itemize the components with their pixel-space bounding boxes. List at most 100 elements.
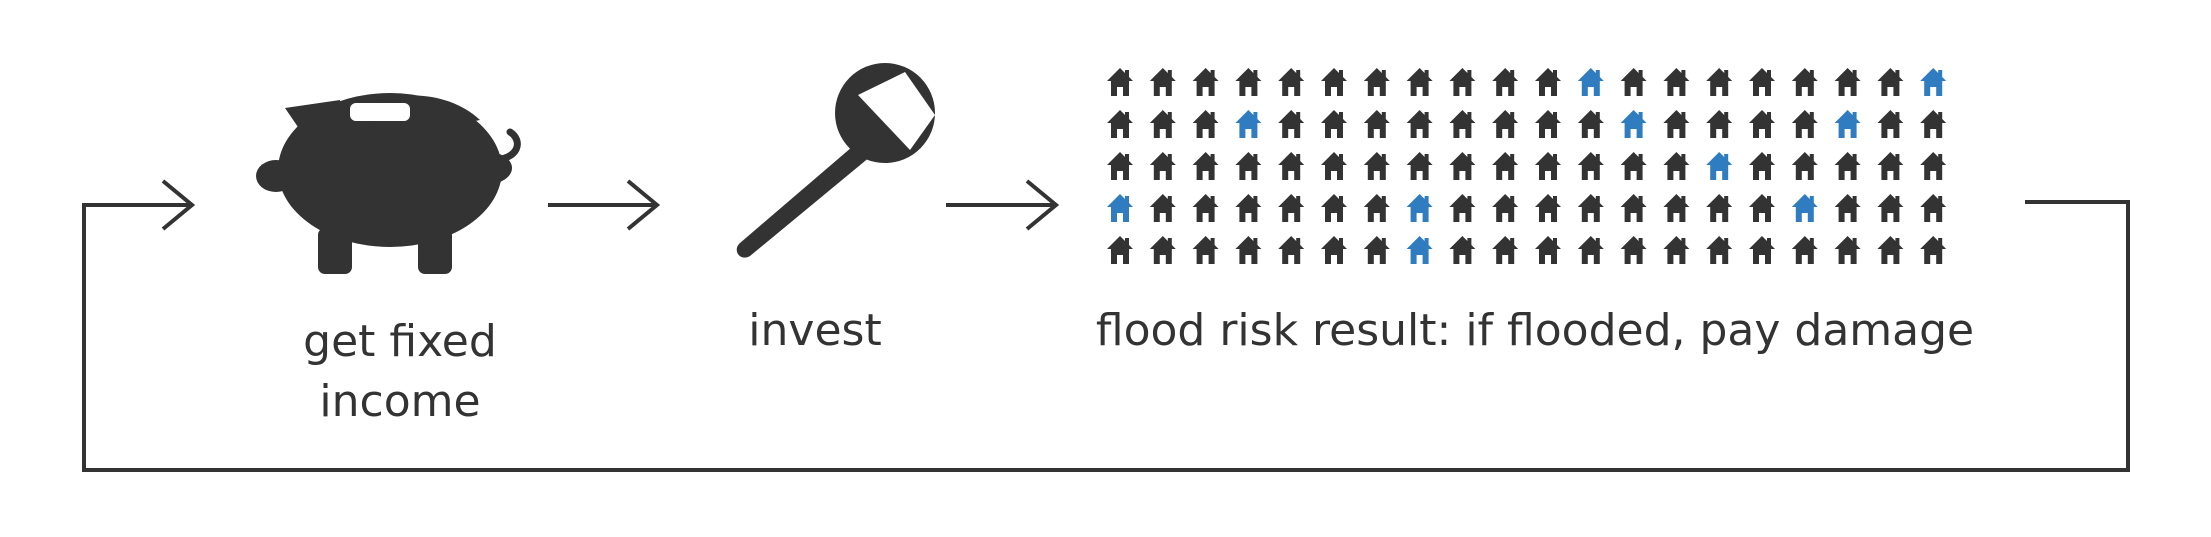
house-icon xyxy=(1149,194,1176,222)
house-icon xyxy=(1449,110,1476,138)
flooded-house-icon xyxy=(1920,68,1947,96)
flooded-house-icon xyxy=(1706,152,1733,180)
house-icon xyxy=(1877,152,1904,180)
house-icon xyxy=(1920,152,1947,180)
flooded-house-icon xyxy=(1235,110,1262,138)
house-icon xyxy=(1877,194,1904,222)
step-label-flood-risk: flood risk result: if flooded, pay damag… xyxy=(1095,305,1975,356)
loop-arrowhead xyxy=(161,179,196,231)
house-icon xyxy=(1877,236,1904,264)
house-icon xyxy=(1791,68,1818,96)
house-icon xyxy=(1492,110,1519,138)
house-icon xyxy=(1363,236,1390,264)
house-icon xyxy=(1620,68,1647,96)
house-icon xyxy=(1363,152,1390,180)
house-icon xyxy=(1535,110,1561,138)
house-icon xyxy=(1920,194,1947,222)
flooded-house-icon xyxy=(1791,194,1818,222)
feedback-loop-line xyxy=(82,200,2130,472)
house-icon xyxy=(1834,194,1861,222)
house-icon xyxy=(1192,152,1219,180)
house-icon xyxy=(1406,152,1433,180)
house-icon xyxy=(1235,236,1262,264)
house-icon xyxy=(1449,68,1476,96)
step-label-invest: invest xyxy=(748,305,882,356)
house-icon xyxy=(1192,194,1219,222)
house-icon xyxy=(1321,68,1347,96)
house-icon xyxy=(1107,110,1133,138)
house-icon xyxy=(1663,110,1690,138)
house-icon xyxy=(1663,194,1690,222)
house-icon xyxy=(1663,68,1690,96)
house-icon xyxy=(1749,152,1775,180)
flooded-house-icon xyxy=(1406,194,1433,222)
house-icon xyxy=(1749,194,1775,222)
house-icon xyxy=(1321,236,1347,264)
house-icon xyxy=(1363,110,1390,138)
house-icon xyxy=(1449,152,1476,180)
house-icon xyxy=(1278,236,1305,264)
house-icon xyxy=(1535,152,1561,180)
house-icon xyxy=(1834,236,1861,264)
houses-grid-icon xyxy=(1107,68,1947,264)
flooded-house-icon xyxy=(1577,68,1604,96)
house-icon xyxy=(1406,110,1433,138)
house-icon xyxy=(1149,68,1176,96)
piggy-bank-icon xyxy=(256,93,521,274)
house-icon xyxy=(1620,194,1647,222)
house-icon xyxy=(1834,152,1861,180)
house-icon xyxy=(1235,68,1262,96)
house-icon xyxy=(1834,68,1861,96)
house-icon xyxy=(1107,236,1133,264)
house-icon xyxy=(1663,152,1690,180)
house-icon xyxy=(1663,236,1690,264)
house-icon xyxy=(1706,194,1733,222)
house-icon xyxy=(1192,236,1219,264)
house-icon xyxy=(1791,152,1818,180)
house-icon xyxy=(1620,152,1647,180)
house-icon xyxy=(1107,68,1133,96)
house-icon xyxy=(1235,194,1262,222)
arrow-invest-to-flood xyxy=(946,179,1060,231)
house-icon xyxy=(1321,194,1347,222)
house-icon xyxy=(1492,194,1519,222)
house-icon xyxy=(1492,68,1519,96)
house-icon xyxy=(1278,194,1305,222)
house-icon xyxy=(1749,68,1775,96)
house-icon xyxy=(1535,194,1561,222)
house-icon xyxy=(1877,110,1904,138)
house-icon xyxy=(1577,110,1604,138)
house-icon xyxy=(1363,194,1390,222)
house-icon xyxy=(1577,236,1604,264)
house-icon xyxy=(1492,152,1519,180)
house-icon xyxy=(1321,152,1347,180)
house-icon xyxy=(1706,110,1733,138)
house-icon xyxy=(1535,236,1561,264)
house-icon xyxy=(1749,110,1775,138)
flooded-house-icon xyxy=(1406,236,1433,264)
house-icon xyxy=(1235,152,1262,180)
flooded-house-icon xyxy=(1834,110,1861,138)
house-icon xyxy=(1192,68,1219,96)
house-icon xyxy=(1449,236,1476,264)
house-icon xyxy=(1492,236,1519,264)
house-icon xyxy=(1149,236,1176,264)
house-icon xyxy=(1577,194,1604,222)
house-icon xyxy=(1706,68,1733,96)
house-icon xyxy=(1321,110,1347,138)
house-icon xyxy=(1920,110,1947,138)
house-icon xyxy=(1791,236,1818,264)
flooded-house-icon xyxy=(1620,110,1647,138)
wrench-icon xyxy=(736,63,935,258)
house-icon xyxy=(1791,110,1818,138)
arrow-income-to-invest xyxy=(548,179,661,231)
flooded-house-icon xyxy=(1107,194,1133,222)
house-icon xyxy=(1406,68,1433,96)
house-icon xyxy=(1363,68,1390,96)
house-icon xyxy=(1577,152,1604,180)
house-icon xyxy=(1920,236,1947,264)
house-icon xyxy=(1192,110,1219,138)
house-icon xyxy=(1449,194,1476,222)
house-icon xyxy=(1749,236,1775,264)
